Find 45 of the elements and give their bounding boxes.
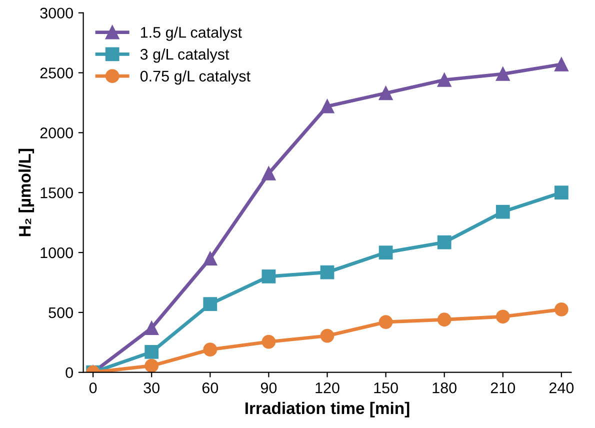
y-tick-label: 0	[66, 367, 73, 378]
point	[437, 312, 452, 327]
y-axis-title: H₂ [µmol/L]	[18, 148, 34, 236]
point	[496, 67, 510, 81]
point	[203, 252, 218, 266]
x-tick-label: 60	[202, 382, 218, 394]
legend-label: 0.75 g/L catalyst	[140, 70, 250, 85]
y-tick-label: 1000	[40, 247, 73, 258]
point	[378, 246, 393, 260]
x-tick-label: 120	[316, 382, 340, 394]
point	[262, 270, 276, 284]
point	[144, 321, 159, 335]
x-tick-label: 30	[144, 382, 160, 394]
y-tick-label: 1500	[40, 187, 73, 198]
legend-label: 3 g/L catalyst	[140, 48, 230, 63]
x-tick-label: 240	[549, 382, 574, 394]
x-tick-label: 0	[89, 382, 97, 394]
point	[203, 342, 218, 357]
point	[378, 86, 393, 100]
point	[320, 265, 334, 280]
point	[144, 358, 159, 372]
point	[262, 166, 276, 180]
y-tick-label: 2500	[40, 68, 73, 78]
point	[203, 297, 218, 311]
point	[320, 99, 334, 114]
x-tick-label: 180	[432, 382, 456, 394]
point	[554, 302, 568, 316]
point	[378, 315, 393, 329]
y-tick-label: 2000	[40, 128, 73, 138]
point	[496, 204, 510, 219]
point	[320, 328, 334, 343]
point	[437, 73, 452, 87]
x-tick-label: 150	[374, 382, 398, 394]
point	[437, 235, 452, 250]
y-tick-label: 3000	[40, 8, 73, 19]
x-tick-label: 90	[260, 382, 277, 394]
point	[496, 310, 510, 324]
point	[554, 186, 568, 200]
legend-label: 1.5 g/L catalyst	[140, 26, 242, 41]
point	[144, 345, 159, 359]
x-tick-label: 210	[490, 382, 516, 394]
point	[262, 334, 276, 349]
x-axis-title: Irradiation time [min]	[245, 402, 410, 418]
point	[554, 57, 568, 72]
y-tick-label: 500	[48, 307, 73, 318]
